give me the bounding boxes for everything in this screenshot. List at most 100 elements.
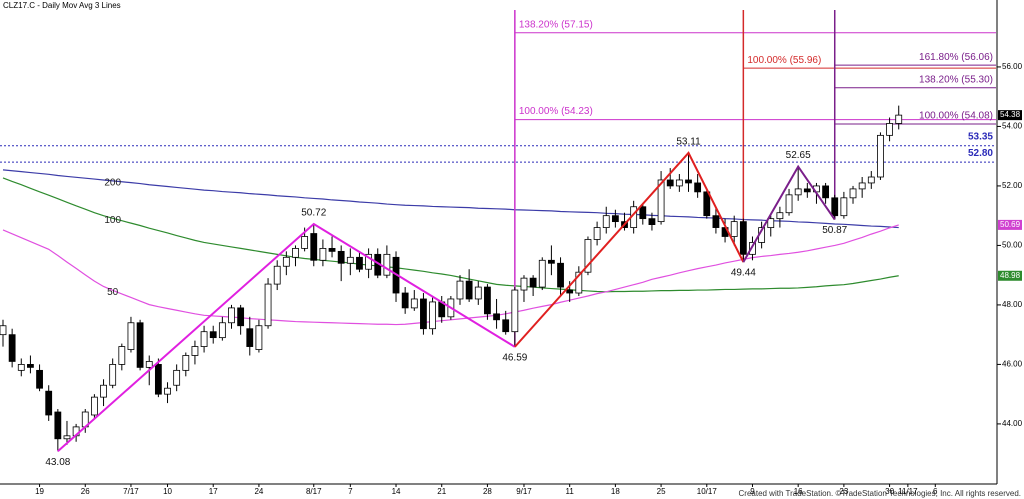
x-tick-label: 16 (794, 487, 803, 496)
candle-body (822, 185, 829, 199)
swing-label: 49.44 (731, 268, 756, 279)
candle-body (264, 283, 272, 327)
x-tick-label: 30 (885, 487, 894, 496)
x-tick-label: 23 (839, 487, 848, 496)
candle-body (474, 286, 482, 300)
swing-label: 46.59 (502, 353, 527, 364)
zigzag-line (742, 164, 836, 263)
candle-body (502, 319, 510, 333)
moving-average-label: 200 (104, 178, 121, 189)
candle-body (310, 233, 318, 261)
candle-body (63, 435, 71, 440)
swing-label: 52.65 (786, 150, 811, 161)
candle-body (831, 197, 839, 217)
candle-body (657, 179, 665, 223)
candle-body (100, 384, 107, 398)
candle-body (17, 364, 25, 371)
candle-body (429, 301, 436, 330)
candle-body (292, 247, 299, 258)
fib-level-label: 161.80% (56.06) (919, 52, 993, 63)
candle-body (484, 286, 491, 315)
candle-body (703, 191, 711, 217)
candle-body (127, 322, 135, 350)
y-tick-label: 46.00 (1002, 360, 1023, 369)
candle-body (301, 236, 309, 249)
candle-body (602, 215, 610, 228)
y-tick-label: 44.00 (1002, 419, 1023, 428)
candle-body (465, 280, 473, 300)
candle-body (840, 197, 848, 217)
x-tick-label: 7/17 (123, 487, 139, 496)
x-tick-label: 18 (611, 487, 620, 496)
x-tick-label: 26 (81, 487, 90, 496)
candle-body (877, 134, 884, 178)
candle-body (209, 331, 217, 339)
fib-level-label: 138.20% (57.15) (519, 19, 593, 30)
candle-body (337, 250, 345, 264)
candle-body (776, 212, 784, 220)
price-tag-label: 50.69 (1000, 220, 1021, 229)
swing-label: 50.72 (301, 208, 326, 219)
candle-body (456, 280, 464, 300)
candle-body (767, 218, 775, 228)
zigzag-line (57, 222, 516, 453)
candle-body (749, 242, 756, 255)
candle-body (246, 328, 254, 347)
y-tick-label: 52.00 (1002, 181, 1023, 190)
candle-body (529, 277, 537, 288)
x-tick-label: 6 (933, 487, 938, 496)
x-tick-label: 11 (566, 487, 575, 496)
candle-body (685, 179, 692, 184)
price-tag (998, 219, 1022, 230)
moving-average-line (2, 169, 899, 229)
swing-label: 53.11 (676, 137, 701, 148)
candle-body (420, 298, 427, 330)
candle-body (584, 239, 592, 273)
swing-label: 43.08 (45, 457, 70, 468)
candle-body (410, 298, 418, 309)
candle-body (401, 292, 409, 309)
candle-body (45, 390, 53, 416)
candle-body (611, 215, 619, 223)
y-tick-label: 54.00 (1002, 122, 1023, 131)
x-tick-label: 21 (437, 487, 446, 496)
candle-body (8, 334, 16, 362)
x-tick-label: 17 (209, 487, 218, 496)
candle-body (27, 364, 34, 368)
candle-body (319, 247, 327, 261)
candle-body (895, 114, 903, 124)
candle-body (237, 307, 245, 327)
candle-body (886, 123, 893, 136)
candle-body (520, 277, 528, 291)
candle-body (694, 182, 702, 193)
candle-body (346, 256, 354, 264)
candle-body (273, 265, 281, 285)
moving-average-label: 100 (104, 215, 121, 226)
level-label: 52.80 (968, 148, 993, 159)
candle-body (145, 361, 153, 368)
candle-body (794, 188, 802, 196)
candle-body (548, 259, 555, 264)
candle-body (739, 221, 747, 255)
candle-body (730, 221, 738, 237)
candle-body (511, 289, 519, 333)
x-tick-label: 10 (163, 487, 172, 496)
candle-body (365, 253, 373, 270)
fib-level-label: 100.00% (55.96) (747, 55, 821, 66)
candle-body (593, 227, 601, 240)
price-tag (998, 110, 1022, 121)
candle-body (164, 387, 171, 395)
candle-body (136, 322, 144, 368)
candle-body (383, 253, 391, 276)
candle-body (803, 188, 811, 193)
x-tick-label: 8/17 (306, 487, 322, 496)
candle-body (173, 369, 181, 386)
candle-body (666, 179, 674, 187)
candle-body (0, 325, 7, 336)
candle-body (849, 188, 857, 199)
fib-level-label: 138.20% (55.30) (919, 74, 993, 85)
moving-average-line (2, 177, 899, 293)
level-label: 53.35 (968, 131, 993, 142)
